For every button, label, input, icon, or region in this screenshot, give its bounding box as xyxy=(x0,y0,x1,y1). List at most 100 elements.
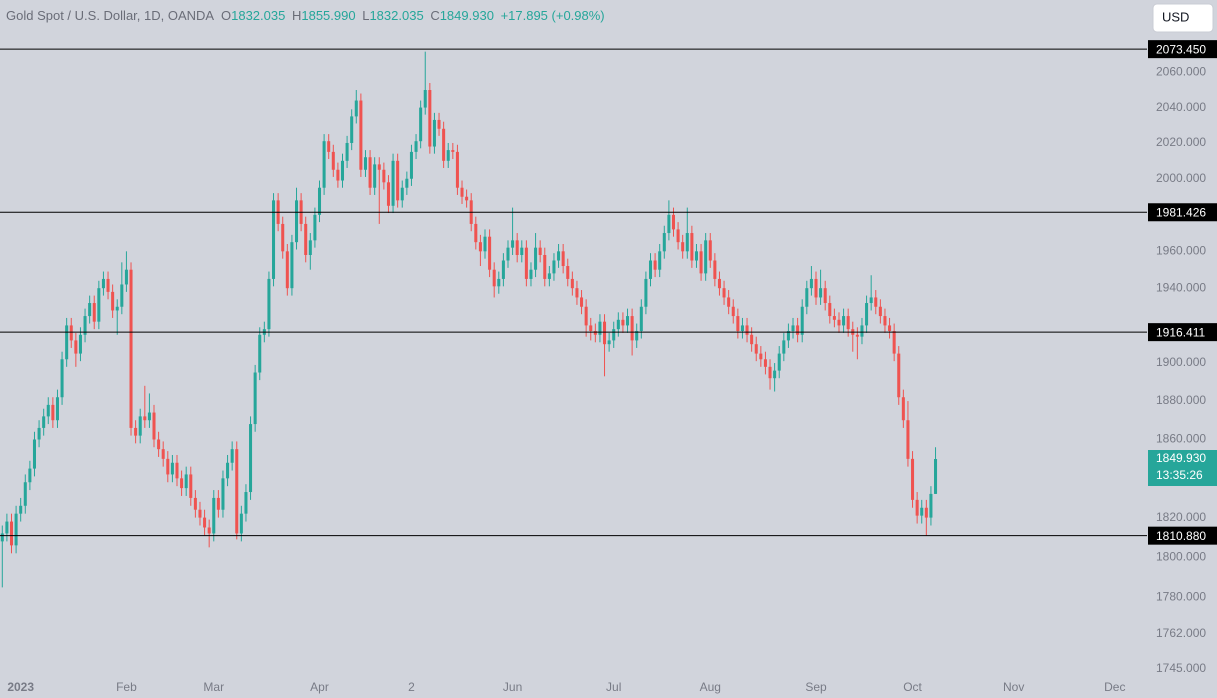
candle-body xyxy=(304,223,308,255)
candle-body xyxy=(750,334,754,345)
candle-body xyxy=(5,521,9,534)
candle-body xyxy=(625,316,630,326)
symbol: Gold Spot / U.S. Dollar, 1D, OANDA xyxy=(6,8,214,23)
plot-area xyxy=(0,48,1147,588)
candle-body xyxy=(69,325,73,341)
candle-body xyxy=(9,521,14,546)
candle-body xyxy=(607,340,611,345)
y-tick-label: 2000.000 xyxy=(1156,171,1206,185)
candle-body xyxy=(777,353,781,371)
candle-body xyxy=(423,90,427,108)
candle-body xyxy=(511,240,515,248)
candle-body xyxy=(534,247,538,270)
candle-body xyxy=(805,288,809,307)
y-tick-label: 2060.000 xyxy=(1156,65,1206,79)
candle-body xyxy=(773,370,777,379)
candle-body xyxy=(506,247,510,261)
candle-body xyxy=(497,278,501,287)
candle-body xyxy=(828,303,832,317)
candle-body xyxy=(281,223,285,252)
ohlc-key: L xyxy=(362,8,369,23)
candle-body xyxy=(915,499,919,516)
x-tick-label: Sep xyxy=(805,680,827,694)
candle-body xyxy=(336,169,340,181)
candle-body xyxy=(892,331,896,354)
candle-body xyxy=(391,160,395,206)
candle-body xyxy=(906,420,910,459)
button-bg[interactable] xyxy=(1152,3,1214,33)
candle-body xyxy=(465,196,469,201)
y-tick-label: 1800.000 xyxy=(1156,549,1206,563)
y-tick-label: 1880.000 xyxy=(1156,393,1206,407)
candle-body xyxy=(740,325,744,332)
candle-body xyxy=(373,164,377,188)
candle-body xyxy=(442,128,446,161)
candle-body xyxy=(846,316,850,330)
ohlc-value: 1855.990 xyxy=(301,8,355,23)
candle-body xyxy=(612,329,616,341)
candle-body xyxy=(432,119,436,147)
candle-body xyxy=(14,513,18,546)
candle-body xyxy=(888,325,892,332)
candle-body xyxy=(671,214,676,230)
candle-body xyxy=(51,404,55,421)
candle-body xyxy=(363,157,367,170)
candle-body xyxy=(290,242,294,289)
candle-body xyxy=(230,449,234,463)
candle-body xyxy=(331,151,335,170)
candle-body xyxy=(37,427,41,440)
candle-body xyxy=(212,497,216,534)
candle-body xyxy=(763,359,767,367)
level-label: 1810.880 xyxy=(1156,529,1206,543)
candle-body xyxy=(115,306,119,311)
ohlc-value: 1849.930 xyxy=(440,8,494,23)
candle-body xyxy=(350,116,354,143)
ohlc-key: O xyxy=(221,8,231,23)
candle-body xyxy=(635,331,639,341)
x-tick-label: Aug xyxy=(700,680,721,694)
candle-body xyxy=(198,509,202,518)
candle-body xyxy=(759,353,763,360)
candle-body xyxy=(414,141,418,152)
candle-body xyxy=(106,278,110,292)
candle-body xyxy=(768,366,772,379)
candle-body xyxy=(598,321,602,335)
candle-body xyxy=(83,316,87,335)
candle-body xyxy=(704,240,708,274)
candle-body xyxy=(446,150,450,161)
candle-body xyxy=(897,353,901,398)
x-tick-label: Nov xyxy=(1003,680,1024,694)
candle-body xyxy=(515,240,519,255)
candle-body xyxy=(708,240,712,261)
candle-body xyxy=(32,439,36,469)
candle-body xyxy=(147,412,151,421)
button-label[interactable]: USD xyxy=(1162,9,1189,24)
level-label-bg xyxy=(1148,526,1217,545)
candle-body xyxy=(630,316,634,341)
candle-body xyxy=(621,319,625,326)
candle-body xyxy=(538,247,542,255)
candle-body xyxy=(570,278,574,289)
candle-body xyxy=(745,325,749,335)
candle-body xyxy=(184,474,188,489)
ohlc-key: H xyxy=(292,8,301,23)
candle-body xyxy=(566,266,570,279)
candle-body xyxy=(809,278,813,289)
candle-body xyxy=(860,325,864,337)
candle-body xyxy=(285,251,289,289)
candle-body xyxy=(175,462,179,479)
candle-body xyxy=(837,319,841,326)
currency-button[interactable]: USD xyxy=(1152,3,1214,33)
candle-body xyxy=(258,334,262,373)
candle-body xyxy=(488,236,492,270)
y-tick-label: 1820.000 xyxy=(1156,510,1206,524)
candle-body xyxy=(235,449,239,534)
ohlc-value: 1832.035 xyxy=(231,8,285,23)
candle-body xyxy=(157,439,161,450)
candle-body xyxy=(78,334,82,354)
candle-body xyxy=(166,458,170,475)
candle-body xyxy=(819,288,823,298)
level-label-bg xyxy=(1148,203,1217,222)
candle-body xyxy=(23,482,27,506)
x-tick-label: Apr xyxy=(310,680,329,694)
